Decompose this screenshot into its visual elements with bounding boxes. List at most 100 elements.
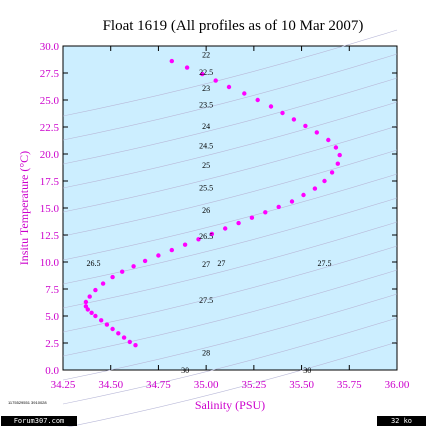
data-point <box>83 304 89 309</box>
y-tick-label: 5.0 <box>45 311 59 323</box>
density-contour-line <box>62 269 398 357</box>
data-point <box>209 231 215 237</box>
contour-label: 25 <box>202 161 210 170</box>
data-point <box>104 322 110 327</box>
data-point <box>110 274 115 280</box>
y-tick-label: 27.5 <box>40 68 60 80</box>
data-point <box>87 294 92 299</box>
data-point <box>116 331 121 336</box>
data-point <box>85 307 91 312</box>
data-point <box>127 339 132 345</box>
contour-label: 22.5 <box>199 68 213 77</box>
x-tick-label: 34.75 <box>146 379 171 391</box>
x-tick-label: 35.00 <box>194 379 219 391</box>
density-contour-line <box>62 125 398 213</box>
density-contour-line <box>62 29 398 117</box>
data-point <box>268 104 274 109</box>
contour-label: 28 <box>202 349 210 358</box>
data-point <box>335 161 340 166</box>
plot-area <box>62 45 398 371</box>
contour-label: 26.5 <box>199 232 213 241</box>
y-tick-label: 15.0 <box>40 203 60 215</box>
y-tick-label: 0.0 <box>45 365 59 377</box>
y-tick-label: 7.5 <box>45 284 59 296</box>
density-contour-line <box>62 293 398 381</box>
data-point <box>263 210 268 215</box>
data-point <box>301 192 306 198</box>
data-point <box>196 237 201 242</box>
contour-label: 23.5 <box>199 100 213 109</box>
data-point <box>200 71 205 77</box>
density-contour-line <box>62 197 398 285</box>
data-point <box>89 310 94 315</box>
contour-label: 26.5 <box>87 259 101 268</box>
contour-label: 27.5 <box>318 259 332 268</box>
y-tick-label: 10.0 <box>40 257 60 269</box>
data-point <box>100 281 106 286</box>
data-point <box>314 130 319 135</box>
data-point <box>236 220 241 226</box>
data-point <box>226 84 232 90</box>
contour-label: 27 <box>217 259 225 268</box>
contour-label: 23 <box>202 84 210 93</box>
data-point <box>326 137 331 143</box>
density-contour-line <box>62 317 398 405</box>
data-point <box>93 287 98 293</box>
data-point <box>120 269 125 274</box>
density-contour-line <box>62 173 398 261</box>
contour-label: 24.5 <box>199 141 213 150</box>
x-tick-label: 34.50 <box>98 379 123 391</box>
data-point <box>184 65 190 70</box>
data-point <box>169 58 174 64</box>
data-point <box>255 97 260 103</box>
y-axis-label: Insitu Temperature (°C) <box>17 151 31 265</box>
data-point <box>156 253 161 258</box>
data-point <box>291 117 297 122</box>
contour-labels: 22 22.5 23 23.5 24 24.5 25 25.5 26 26.5 26.5 27 27 27… <box>87 51 332 375</box>
data-point <box>333 145 339 150</box>
data-points <box>83 58 342 348</box>
x-axis-label: Salinity (PSU) <box>195 398 265 412</box>
data-point <box>133 343 138 348</box>
y-axis-ticks: 0.0 2.5 5.0 7.5 10.0 12.5 15.0 17.5 20.0 22.5 25.0… <box>40 41 397 377</box>
y-tick-label: 30.0 <box>40 41 60 53</box>
data-point <box>276 204 281 210</box>
x-tick-label: 35.50 <box>289 379 314 391</box>
data-point <box>99 318 104 323</box>
contour-label: 22 <box>202 51 210 60</box>
data-point <box>121 335 127 340</box>
data-point <box>182 242 188 247</box>
x-axis-ticks: 34.25 34.50 34.75 35.00 35.25 35.50 35.75 36.00 <box>51 46 410 391</box>
x-tick-label: 35.75 <box>337 379 362 391</box>
contour-label: 27.5 <box>199 296 213 305</box>
y-tick-label: 12.5 <box>40 230 60 242</box>
data-point <box>142 258 148 264</box>
y-tick-label: 22.5 <box>40 122 60 134</box>
data-point <box>242 91 247 96</box>
size-badge: 32 ko <box>377 416 426 426</box>
density-contour-line <box>62 53 398 141</box>
data-point <box>337 152 342 158</box>
data-point <box>303 123 308 129</box>
data-point <box>329 170 335 175</box>
chart-title: Float 1619 (All profiles as of 10 Mar 20… <box>103 18 364 34</box>
y-tick-label: 20.0 <box>40 149 60 161</box>
density-contour-line <box>62 77 398 165</box>
forum-badge: Forum307.com <box>1 416 77 426</box>
data-point <box>213 78 218 83</box>
contour-label: 30 <box>181 366 189 375</box>
data-point <box>249 215 255 220</box>
contour-label: 26 <box>202 206 210 215</box>
data-point <box>169 247 174 253</box>
data-point <box>83 299 89 305</box>
data-point <box>110 326 115 332</box>
y-tick-label: 2.5 <box>45 338 59 350</box>
contour-label: 25.5 <box>199 184 213 193</box>
density-contour-line <box>62 221 398 309</box>
data-point <box>93 313 98 319</box>
data-point <box>280 110 285 116</box>
data-point <box>289 199 295 204</box>
density-contour-line <box>66 341 398 427</box>
density-contour-line <box>62 101 398 189</box>
